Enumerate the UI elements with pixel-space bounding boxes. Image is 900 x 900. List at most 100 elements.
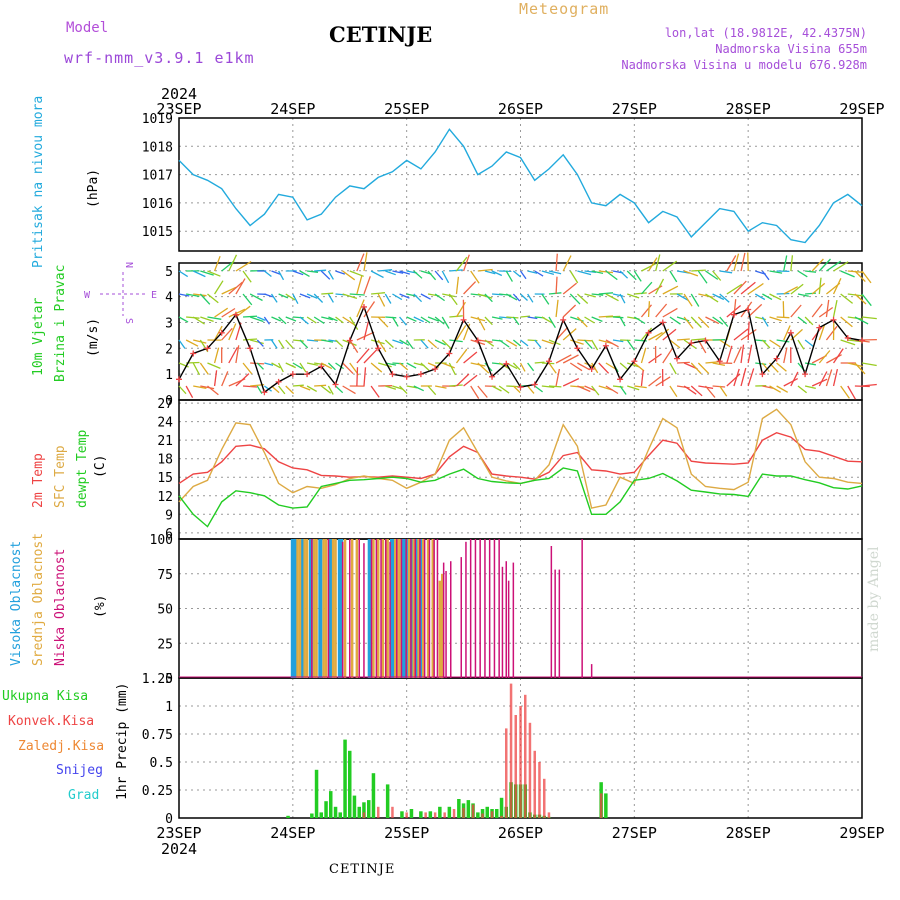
wind-speed-marker <box>716 358 723 365</box>
wind-arrow <box>861 270 872 284</box>
x-tick-label-top: 26SEP <box>498 100 543 118</box>
wind-arrow <box>825 325 838 341</box>
wind-arrow <box>712 316 724 325</box>
wind-arrow <box>392 385 404 390</box>
wind-arrow <box>598 292 614 295</box>
wind-arrow <box>662 328 677 341</box>
wind-arrow <box>584 293 596 298</box>
wind-arrow <box>484 316 493 326</box>
y-tick-label: 0.5 <box>150 756 173 771</box>
wind-arrow <box>207 385 219 396</box>
cloud-bar <box>298 539 302 678</box>
wind-speed-marker <box>816 324 823 331</box>
cloud-bar <box>303 539 306 678</box>
panel-frame <box>178 262 863 401</box>
cloud-bar <box>334 539 337 678</box>
wind-arrow <box>299 362 307 373</box>
footer-station: CETINJE <box>329 862 396 877</box>
wind-arrow <box>185 293 200 298</box>
wind-arrow <box>228 281 243 295</box>
wind-arrow <box>647 301 651 318</box>
wind-arrow <box>818 306 834 318</box>
wind-arrow <box>527 293 534 303</box>
wind-arrow <box>363 276 371 295</box>
wind-arrow <box>755 339 767 342</box>
wind-speed-marker <box>346 337 353 344</box>
y-tick-label: 1 <box>165 700 173 715</box>
wind-arrow <box>740 281 756 295</box>
wind-arrow <box>257 316 266 322</box>
precip-bar <box>314 769 319 818</box>
cloud-bar <box>405 539 407 678</box>
wind-arrow <box>548 339 561 346</box>
wind-arrow <box>605 339 619 348</box>
wind-arrow <box>235 261 252 272</box>
y-tick-label: 0 <box>165 812 173 827</box>
wind-arrow <box>861 293 872 307</box>
wind-arrow <box>569 270 579 284</box>
wind-arrow <box>512 270 522 278</box>
wind-arrow <box>655 254 661 272</box>
wind-arrow <box>506 385 519 388</box>
wind-arrow <box>712 270 722 281</box>
wind-speed-marker <box>773 355 780 362</box>
wind-arrow <box>591 362 599 374</box>
wind-arrow <box>761 316 769 327</box>
wind-arrow <box>683 270 699 277</box>
precip-bar <box>524 694 527 818</box>
wind-arrow <box>306 362 318 366</box>
meteogram-label: Meteogram <box>519 0 610 18</box>
wind-arrow <box>591 270 604 275</box>
cloud-bar <box>405 539 410 678</box>
cloud-bar <box>418 539 423 678</box>
wind-arrow <box>349 339 359 353</box>
wind-arrow <box>690 316 702 328</box>
y-tick-label: 25 <box>157 637 173 652</box>
wind-arrow <box>811 282 826 295</box>
wind-arrow <box>335 339 344 348</box>
precip-bar <box>419 811 423 818</box>
wind-arrow <box>506 316 519 319</box>
temp-series-line <box>178 467 863 528</box>
wind-arrow <box>449 269 463 272</box>
wind-arrow <box>683 385 697 395</box>
wind-arrow <box>655 278 665 295</box>
wind-arrow <box>584 385 596 392</box>
wind-arrow <box>555 299 559 318</box>
wind-arrow <box>392 270 404 274</box>
y-tick-label: 1 <box>165 368 173 383</box>
wind-arrow <box>697 362 710 375</box>
wind-arrow <box>640 281 653 295</box>
wind-arrow <box>676 338 690 341</box>
wind-arrow <box>299 293 311 299</box>
wind-arrow <box>619 293 626 304</box>
wind-arrow <box>626 339 636 351</box>
cloud-bar <box>442 562 445 678</box>
precip-legend-item: Zaledj.Kisa <box>18 739 104 754</box>
wind-arrow <box>726 305 742 318</box>
wind-arrow <box>548 316 556 329</box>
wind-arrow <box>385 385 397 390</box>
wind-arrow <box>193 293 207 297</box>
wind-arrow <box>818 371 828 387</box>
precip-bar <box>338 812 342 818</box>
wind-arrow <box>847 362 863 368</box>
wind-arrow <box>519 270 527 280</box>
precip-bar <box>428 811 433 818</box>
wind-arrow <box>399 385 408 395</box>
wind-arrow <box>705 293 719 303</box>
precip-bar <box>357 806 361 818</box>
wind-arrow <box>854 270 866 283</box>
wind-arrow <box>640 347 647 364</box>
wind-arrow <box>299 316 309 325</box>
wind-arrow <box>662 285 679 295</box>
wind-arrow <box>242 385 258 388</box>
wind-arrow <box>427 385 437 396</box>
precip-legend-item: Konvek.Kisa <box>8 714 94 729</box>
precip-bar <box>319 812 323 818</box>
precip-bar <box>447 806 452 818</box>
panel-frame <box>178 117 863 252</box>
cloud-bar <box>501 566 504 678</box>
wind-arrow <box>633 362 645 372</box>
wind-arrow <box>285 385 295 395</box>
